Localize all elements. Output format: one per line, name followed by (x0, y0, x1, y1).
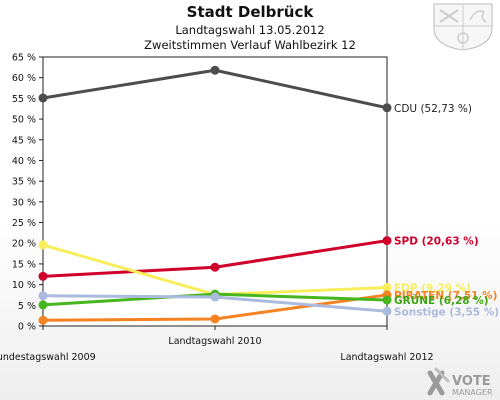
y-tick-label: 65 % (12, 53, 36, 64)
chart-subtitle-district: Zweitstimmen Verlauf Wahlbezirk 12 (144, 38, 356, 52)
data-point-cdu (210, 65, 220, 75)
y-tick-label: 35 % (12, 177, 36, 188)
series-end-label: FDP (9,29 %) (394, 283, 471, 295)
y-tick-label: 25 % (12, 218, 36, 229)
y-tick-label: 30 % (12, 197, 36, 208)
data-point-spd (382, 236, 392, 246)
chart-end-labels: CDU (52,73 %) SPD (20,63 %) FDP (9,29 %)PI… (394, 103, 499, 319)
series-end-label: PIRATEN (7,51 %) (394, 290, 497, 302)
y-tick-label: 0 % (18, 322, 36, 333)
y-tick-label: 5 % (18, 301, 36, 312)
x-tick-label: Landtagswahl 2012 (340, 352, 433, 363)
y-tick-label: 15 % (12, 259, 36, 270)
y-tick-label: 10 % (12, 280, 36, 291)
x-tick-label: Landtagswahl 2010 (168, 336, 261, 347)
y-tick-label: 45 % (12, 135, 36, 146)
chart-subtitle-election: Landtagswahl 13.05.2012 (175, 23, 325, 37)
chart-title: Stadt Delbrück (186, 3, 314, 21)
series-end-label: GRÜNE (6,28 %) (394, 293, 489, 307)
chart-series-layer (38, 65, 392, 325)
x-tick-label: Bundestagswahl 2009 (0, 352, 96, 363)
y-tick-label: 20 % (12, 239, 36, 250)
data-point-spd (210, 262, 220, 272)
data-point-sonstige (38, 291, 48, 301)
series-end-label: Sonstige (3,55 %) (394, 306, 499, 318)
data-point-sonstige (210, 292, 220, 302)
y-tick-label: 60 % (12, 73, 36, 84)
y-tick-label: 55 % (12, 94, 36, 105)
data-point-fdp (38, 240, 48, 250)
y-tick-label: 40 % (12, 156, 36, 167)
data-point-sonstige (382, 306, 392, 316)
data-point-grüne (382, 295, 392, 305)
data-point-fdp (382, 283, 392, 293)
data-point-cdu (38, 93, 48, 103)
y-tick-label: 50 % (12, 115, 36, 126)
series-end-label: CDU (52,73 %) (394, 103, 472, 115)
votemanager-logo: VOTE MANAGER (427, 367, 493, 397)
data-point-spd (38, 271, 48, 281)
series-end-label: SPD (20,63 %) (394, 236, 479, 248)
chart-axes: 0 % 5 % 10 % 15 % 20 % 25 % 30 % 35 % 40 % 45 % 50… (0, 53, 434, 364)
data-point-grüne (38, 300, 48, 310)
data-point-piraten (38, 315, 48, 325)
coat-of-arms-icon (433, 3, 493, 51)
brand-sub: MANAGER (452, 388, 493, 397)
plot-area (42, 56, 388, 327)
data-point-piraten (210, 314, 220, 324)
brand-name: VOTE (452, 374, 491, 389)
data-point-cdu (382, 103, 392, 113)
